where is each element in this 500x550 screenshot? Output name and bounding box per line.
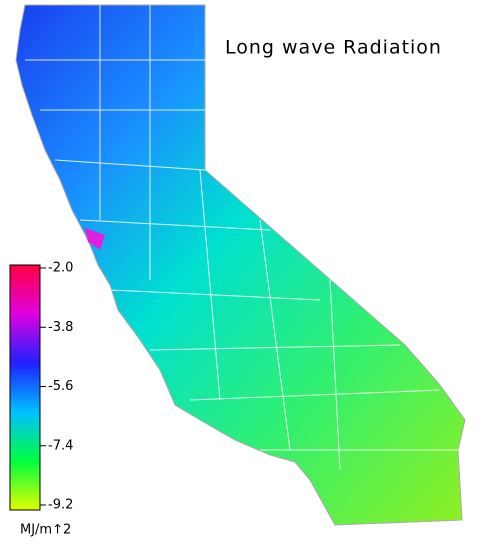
color-bar (9, 264, 41, 511)
tick-label: -5.6 (48, 379, 73, 394)
california-map (15, 4, 466, 526)
tick-label: -9.2 (48, 498, 73, 513)
county-lines (25, 5, 460, 471)
tick-label: -3.8 (48, 320, 73, 335)
tick-label: -2.0 (48, 261, 73, 276)
tick-label: -7.4 (48, 438, 73, 453)
bay (85, 228, 105, 250)
map-title: Long wave Radiation (225, 37, 442, 59)
unit-label: MJ/m↑2 (20, 523, 71, 538)
